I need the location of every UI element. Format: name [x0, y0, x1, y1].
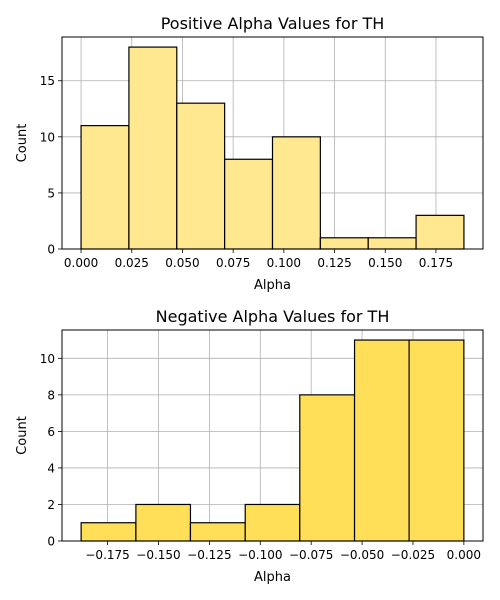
positive-x-tick-label: 0.000 [64, 256, 98, 270]
positive-bar [176, 102, 226, 250]
positive-bar [224, 158, 274, 250]
positive-y-tick-label: 10 [40, 130, 55, 144]
negative-x-tick-label: −0.100 [238, 548, 282, 562]
negative-bar [80, 522, 137, 542]
positive-y-axis-label: Count [15, 124, 30, 163]
positive-bar [128, 46, 178, 250]
positive-x-tick-label: 0.025 [115, 256, 149, 270]
negative-y-tick-label: 8 [47, 388, 55, 402]
positive-bar [367, 237, 417, 250]
negative-y-axis-label: Count [15, 416, 30, 455]
positive-chart-title: Positive Alpha Values for TH [161, 14, 385, 33]
negative-x-tick-label: −0.025 [391, 548, 435, 562]
negative-x-axis-label: Alpha [254, 570, 291, 585]
negative-x-tick-label: −0.075 [289, 548, 333, 562]
negative-bar [408, 339, 465, 542]
positive-x-tick-label: 0.050 [165, 256, 199, 270]
positive-x-tick-label: 0.175 [419, 256, 453, 270]
positive-x-tick-label: 0.075 [216, 256, 250, 270]
negative-bar [299, 394, 356, 542]
positive-bar [319, 237, 369, 250]
negative-bar [135, 503, 192, 542]
positive-bar [271, 136, 321, 250]
negative-chart: −0.175 −0.150 −0.125 −0.100 −0.075 −0.050 −0.0… [15, 307, 484, 585]
negative-bar [353, 339, 410, 542]
negative-y-tick-label: 6 [47, 425, 55, 439]
negative-chart-title: Negative Alpha Values for TH [156, 307, 390, 326]
negative-x-tick-label: 0.000 [447, 548, 481, 562]
positive-x-tick-label: 0.150 [368, 256, 402, 270]
negative-axes-frame [61, 329, 484, 542]
positive-axes-frame [61, 36, 484, 250]
positive-y-tick-label: 15 [40, 74, 55, 88]
positive-x-axis-label: Alpha [254, 278, 291, 293]
negative-x-tick-label: −0.125 [187, 548, 231, 562]
positive-x-tick-label: 0.125 [317, 256, 351, 270]
negative-y-tick-label: 2 [47, 498, 55, 512]
negative-y-tick-label: 4 [47, 461, 55, 475]
negative-x-tick-label: −0.150 [136, 548, 180, 562]
positive-bar [415, 214, 465, 250]
positive-y-tick-label: 5 [47, 186, 55, 200]
negative-x-tick-label: −0.175 [85, 548, 129, 562]
positive-chart: 0.000 0.025 0.050 0.075 0.100 0.125 0.150 0.175… [15, 14, 484, 293]
negative-bar [244, 503, 301, 542]
positive-y-tick-label: 0 [47, 243, 55, 257]
positive-x-tick-label: 0.100 [267, 256, 301, 270]
negative-y-tick-label: 0 [47, 535, 55, 549]
negative-y-tick-label: 10 [40, 352, 55, 366]
negative-x-tick-label: −0.050 [340, 548, 384, 562]
positive-bar [80, 125, 130, 250]
negative-bar [189, 522, 246, 542]
